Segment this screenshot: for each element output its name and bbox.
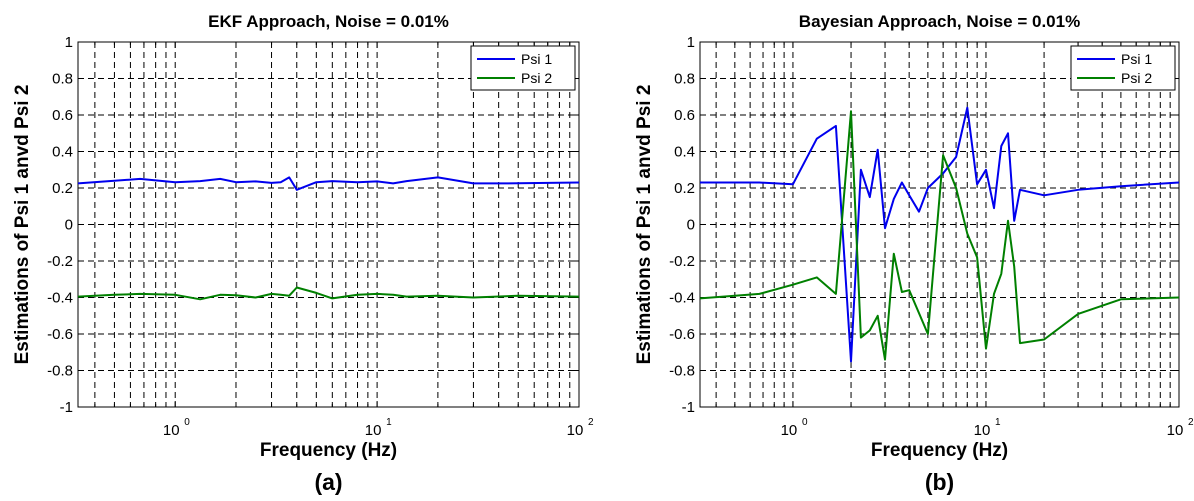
- panel-caption: (a): [314, 469, 342, 495]
- x-tick-label: 10: [781, 422, 798, 439]
- y-tick-label: 0.6: [674, 107, 695, 124]
- series-line-psi-2: [699, 110, 1180, 361]
- y-axis-label: Estimations of Psi 1 anvd Psi 2: [12, 85, 33, 365]
- chart-title: EKF Approach, Noise = 0.01%: [208, 12, 449, 31]
- legend-label-psi-2: Psi 2: [521, 70, 552, 86]
- y-tick-label: -0.2: [47, 253, 73, 270]
- x-tick-exponent: 1: [386, 417, 392, 428]
- y-tick-label: -0.8: [669, 363, 695, 380]
- y-tick-label: -0.2: [669, 253, 695, 270]
- series-line-psi-1: [77, 176, 580, 191]
- y-tick-label: 0.4: [52, 144, 73, 161]
- legend-label-psi-1: Psi 1: [1121, 51, 1152, 67]
- y-tick-label: 0.6: [52, 107, 73, 124]
- y-tick-label: 0.8: [674, 71, 695, 88]
- y-tick-label: 1: [687, 34, 695, 51]
- panel-caption: (b): [925, 469, 954, 495]
- y-tick-label: -1: [682, 399, 695, 416]
- x-tick-label: 10: [365, 422, 382, 439]
- chart-a: -1 -0.8 -0.6 -0.4 -0.2 0 0.2 0.4 0.6 0.8 1 10 0 10 1 10…: [12, 12, 594, 495]
- y-tick-label: 0.2: [52, 180, 73, 197]
- axes-box: [77, 41, 580, 408]
- y-tick-label: 0: [687, 217, 695, 234]
- legend-box: [470, 45, 576, 91]
- legend-label-psi-2: Psi 2: [1121, 70, 1152, 86]
- x-tick-label: 10: [1167, 422, 1184, 439]
- x-tick-exponent: 0: [184, 417, 190, 428]
- y-tick-label: -0.4: [669, 290, 695, 307]
- y-tick-label: 0.2: [674, 180, 695, 197]
- chart-title: Bayesian Approach, Noise = 0.01%: [799, 12, 1080, 31]
- x-tick-exponent: 0: [802, 417, 808, 428]
- y-tick-label: -0.6: [669, 326, 695, 343]
- grid: [78, 41, 580, 408]
- axes-box: [699, 41, 1180, 408]
- x-axis-label: Frequency (Hz): [871, 440, 1008, 461]
- y-tick-label: -0.8: [47, 363, 73, 380]
- legend-label-psi-1: Psi 1: [521, 51, 552, 67]
- x-tick-label: 10: [974, 422, 991, 439]
- series-line-psi-1: [700, 106, 1180, 363]
- x-tick-exponent: 2: [588, 417, 594, 428]
- x-tick-label: 10: [567, 422, 584, 439]
- y-tick-label: 1: [65, 34, 73, 51]
- y-tick-label: -0.6: [47, 326, 73, 343]
- legend: Psi 1 Psi 2: [1070, 45, 1176, 91]
- chart-b: -1 -0.8 -0.6 -0.4 -0.2 0 0.2 0.4 0.6 0.8 1 10 0 10 1 10…: [634, 12, 1194, 495]
- y-axis-label: Estimations of Psi 1 anvd Psi 2: [634, 85, 655, 365]
- y-tick-label: 0: [65, 217, 73, 234]
- y-tick-label: 0.4: [674, 144, 695, 161]
- series-line-psi-2: [77, 286, 580, 301]
- y-tick-label: -1: [60, 399, 73, 416]
- x-tick-exponent: 1: [995, 417, 1001, 428]
- legend: Psi 1 Psi 2: [470, 45, 576, 91]
- x-axis-label: Frequency (Hz): [260, 440, 397, 461]
- y-tick-label: -0.4: [47, 290, 73, 307]
- x-tick-label: 10: [163, 422, 180, 439]
- legend-box: [1070, 45, 1176, 91]
- y-tick-label: 0.8: [52, 71, 73, 88]
- grid: [700, 41, 1180, 408]
- x-tick-exponent: 2: [1188, 417, 1194, 428]
